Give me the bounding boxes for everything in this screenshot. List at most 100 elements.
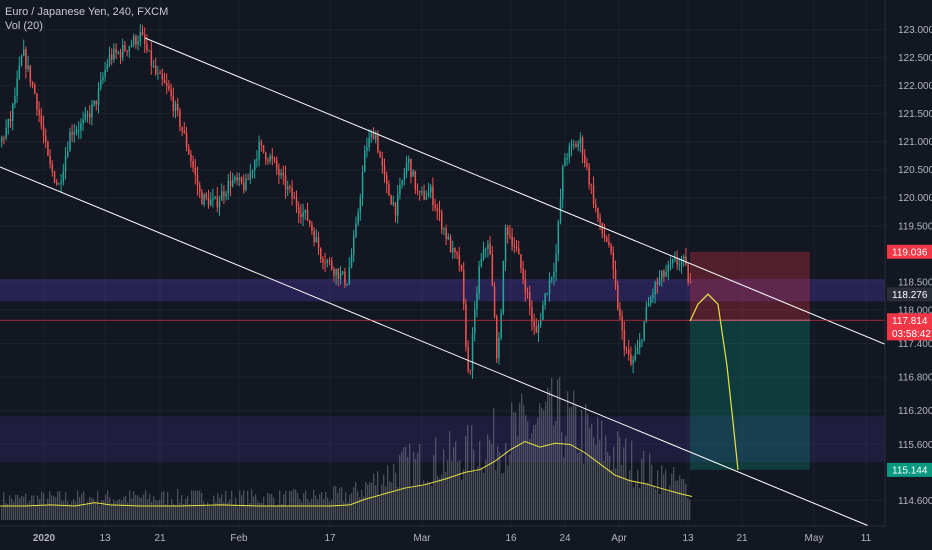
candle-body (625, 349, 628, 351)
volume-bar (639, 488, 641, 520)
candle-body (546, 293, 549, 295)
volume-bar (249, 503, 251, 520)
volume-bar (483, 472, 485, 520)
volume-bar (535, 424, 537, 520)
volume-bar (509, 454, 511, 520)
candle-body (100, 80, 102, 89)
volume-bar (237, 506, 239, 520)
candle-body (663, 271, 665, 277)
volume-bar (491, 443, 493, 520)
candle-body (595, 204, 597, 208)
volume-bar (563, 457, 565, 520)
time-tick-label: May (805, 533, 824, 544)
volume-bar (627, 479, 629, 520)
candle-body (529, 292, 531, 308)
price-tag-label: 117.814 (892, 316, 928, 327)
price-tick-label: 114.600 (898, 496, 932, 507)
candle-body (599, 217, 601, 223)
candle-body (548, 279, 551, 294)
volume-bar (413, 451, 415, 520)
candle-body (456, 252, 458, 255)
candle-body (333, 268, 335, 276)
candle-body (317, 237, 320, 249)
time-tick-label: 21 (736, 533, 748, 544)
volume-bar (593, 437, 595, 520)
candle-body (126, 50, 128, 52)
candle-body (474, 309, 476, 334)
time-tick-label: 24 (559, 533, 571, 544)
candle-body (23, 49, 25, 56)
volume-bar (143, 494, 145, 520)
volume-bar (271, 493, 273, 520)
candle-body (515, 246, 518, 249)
price-tag-label: 03:58:42 (892, 329, 931, 340)
volume-bar (425, 482, 427, 520)
candle-body (122, 45, 124, 58)
candle-body (3, 137, 5, 139)
volume-bar (217, 493, 219, 520)
volume-bar (85, 505, 87, 520)
candle-body (678, 264, 681, 266)
candle-body (628, 349, 630, 355)
volume-bar (235, 497, 237, 520)
candle-body (445, 228, 447, 239)
candle-body (403, 173, 406, 181)
volume-bar (443, 449, 445, 520)
candle-body (564, 158, 566, 167)
candle-body (150, 50, 153, 66)
volume-bar (213, 495, 215, 520)
volume-bar (345, 492, 347, 520)
volume-bar (565, 435, 567, 520)
candle-body (656, 282, 659, 285)
volume-bar (191, 490, 193, 520)
candle-body (104, 69, 106, 77)
volume-bar (333, 486, 335, 520)
price-tick-label: 122.000 (898, 81, 932, 92)
volume-bar (287, 505, 289, 520)
candle-body (276, 160, 278, 170)
candle-body (518, 248, 520, 255)
candle-body (493, 286, 496, 317)
candle-body (480, 259, 483, 267)
volume-bar (203, 501, 205, 520)
candle-body (196, 174, 199, 186)
volume-bar (611, 469, 613, 520)
candle-body (634, 353, 637, 360)
candle-body (326, 260, 329, 264)
candle-body (652, 294, 654, 298)
candle-body (58, 183, 60, 185)
candle-body (608, 241, 610, 245)
candle-body (454, 247, 456, 253)
candle-body (93, 100, 95, 105)
candle-body (45, 135, 47, 143)
volume-bar (617, 431, 619, 520)
candle-body (535, 326, 538, 333)
volume-bar (601, 420, 603, 520)
candle-body (163, 79, 166, 84)
volume-bar (137, 495, 139, 520)
volume-bar (327, 497, 329, 520)
upper-channel (144, 37, 891, 347)
candle-body (416, 189, 419, 192)
volume-bar (559, 377, 561, 520)
candle-body (586, 162, 588, 168)
symbol-title[interactable]: Euro / Japanese Yen, 240, FXCM (5, 6, 169, 18)
candle-body (434, 204, 436, 208)
volume-bar (381, 484, 383, 520)
volume-bar (111, 503, 113, 520)
candle-body (394, 202, 397, 216)
candle-body (575, 144, 577, 148)
volume-bar (175, 505, 177, 520)
volume-indicator-label[interactable]: Vol (20) (5, 20, 43, 32)
volume-bar (619, 436, 621, 520)
volume-bar (295, 489, 297, 520)
volume-bar (33, 495, 35, 520)
volume-bar (497, 446, 499, 520)
volume-bar (71, 501, 73, 520)
volume-bar (87, 501, 89, 520)
volume-bar (285, 490, 287, 520)
volume-bar (107, 490, 109, 520)
volume-bar (299, 499, 301, 520)
candle-body (533, 321, 535, 327)
